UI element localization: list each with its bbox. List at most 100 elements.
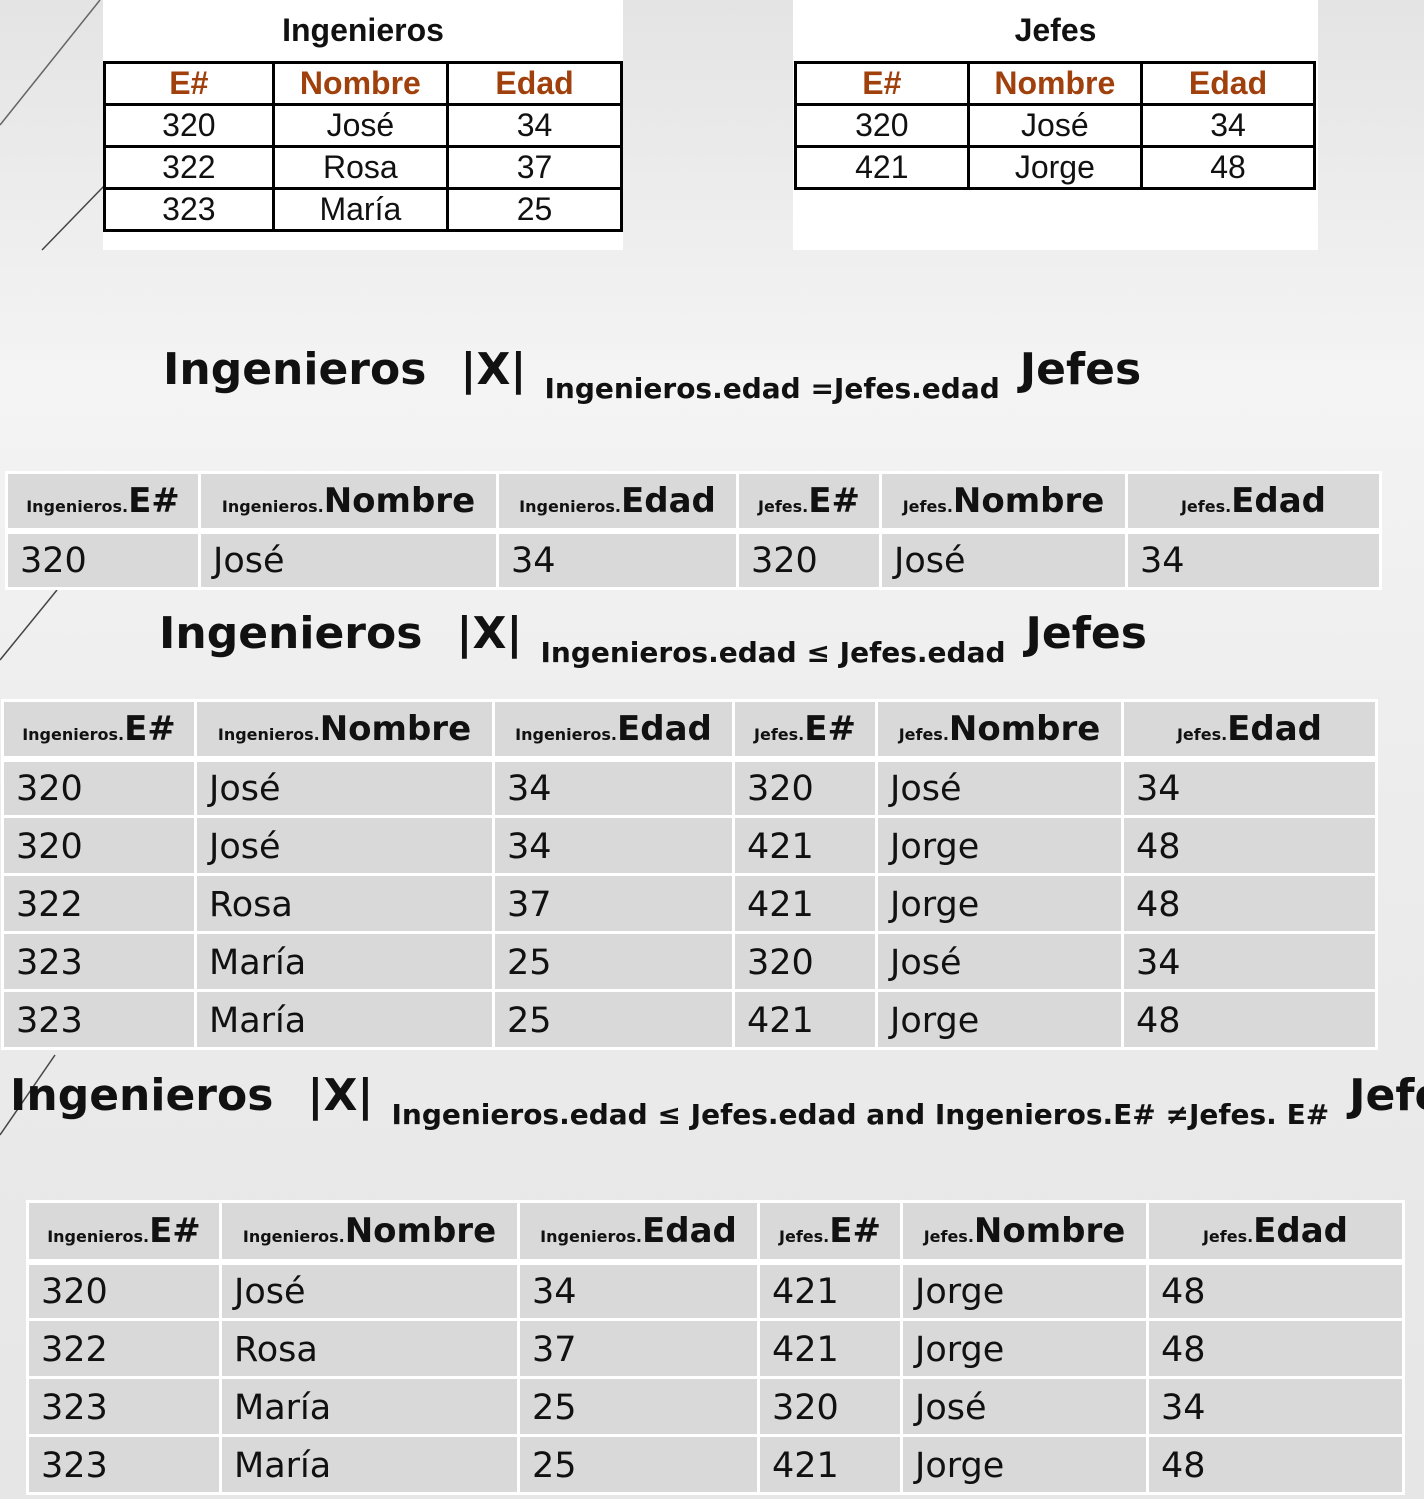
header-cell: Edad xyxy=(1140,61,1316,106)
join-operator: |X| xyxy=(460,344,527,395)
table-cell: 323 xyxy=(26,1376,222,1437)
jefes-panel: Jefes E# Nombre Edad 320 José 34 421 Jor… xyxy=(793,0,1318,250)
table-cell: Rosa xyxy=(271,145,450,190)
join-formula-2: Ingenieros |X| Ingenieros.edad ≤ Jefes.eda… xyxy=(159,608,1147,669)
table-cell: José xyxy=(271,103,450,148)
table-cell: 34 xyxy=(517,1260,760,1321)
table-cell: José xyxy=(875,757,1124,818)
table-cell: 320 xyxy=(1,757,197,818)
table-row: 323 María 25 320 José 34 xyxy=(1,931,1378,992)
table-cell: Jorge xyxy=(900,1260,1149,1321)
table-cell: 421 xyxy=(732,873,878,934)
table-header-row: E# Nombre Edad xyxy=(103,61,623,106)
header-cell: Jefes.Edad xyxy=(1146,1200,1405,1265)
header-cell: Ingenieros.Nombre xyxy=(198,471,499,534)
table-row: 320 José 34 421 Jorge 48 xyxy=(1,815,1378,876)
table-cell: 48 xyxy=(1146,1434,1405,1495)
table-cell: 48 xyxy=(1146,1318,1405,1379)
table-row: 323 María 25 421 Jorge 48 xyxy=(26,1434,1405,1495)
left-relation: Ingenieros xyxy=(163,344,427,395)
table-cell: 34 xyxy=(1140,103,1316,148)
table-cell: Jorge xyxy=(900,1318,1149,1379)
table-cell: María xyxy=(194,931,495,992)
table-cell: 25 xyxy=(446,187,623,232)
header-cell: Jefes.Nombre xyxy=(875,699,1124,762)
table-header-row: Ingenieros.E# Ingenieros.Nombre Ingenier… xyxy=(1,699,1378,762)
table-cell: 323 xyxy=(103,187,275,232)
table-cell: Jorge xyxy=(900,1434,1149,1495)
table-cell: 320 xyxy=(5,529,201,590)
header-cell: Nombre xyxy=(271,61,450,106)
header-cell: Jefes.E# xyxy=(732,699,878,762)
header-cell: Nombre xyxy=(966,61,1144,106)
header-cell: Jefes.Nombre xyxy=(879,471,1128,534)
table-cell: Rosa xyxy=(219,1318,520,1379)
header-cell: Ingenieros.E# xyxy=(5,471,201,534)
table-cell: 320 xyxy=(736,529,882,590)
table-cell: 34 xyxy=(1125,529,1382,590)
table-cell: Jorge xyxy=(875,989,1124,1050)
table-cell: 421 xyxy=(732,989,878,1050)
jefes-title: Jefes xyxy=(1014,12,1097,48)
table-cell: 320 xyxy=(732,757,878,818)
header-cell: Jefes.Nombre xyxy=(900,1200,1149,1265)
table-cell: 34 xyxy=(492,815,735,876)
table-cell: 34 xyxy=(492,757,735,818)
table-cell: Rosa xyxy=(194,873,495,934)
right-relation: Jefes xyxy=(1019,344,1142,395)
table-row: 323 María 25 xyxy=(103,187,623,232)
header-cell: E# xyxy=(794,61,970,106)
table-cell: Jorge xyxy=(875,815,1124,876)
table-cell: 48 xyxy=(1121,815,1378,876)
table-cell: 421 xyxy=(732,815,878,876)
header-cell: Ingenieros.E# xyxy=(1,699,197,762)
table-cell: 323 xyxy=(26,1434,222,1495)
table-cell: María xyxy=(219,1376,520,1437)
table-cell: Jorge xyxy=(875,873,1124,934)
table-cell: 37 xyxy=(492,873,735,934)
table-cell: 37 xyxy=(517,1318,760,1379)
header-cell: Edad xyxy=(446,61,623,106)
header-cell: Ingenieros.Edad xyxy=(492,699,735,762)
ingenieros-panel: Ingenieros E# Nombre Edad 320 José 34 32… xyxy=(103,0,623,250)
table-cell: José xyxy=(900,1376,1149,1437)
table-cell: 34 xyxy=(1121,931,1378,992)
table-row: 320 José 34 xyxy=(794,103,1316,148)
jefes-table: E# Nombre Edad 320 José 34 421 Jorge 48 xyxy=(794,61,1316,190)
table-cell: María xyxy=(219,1434,520,1495)
join-condition: Ingenieros.edad ≤ Jefes.edad and Ingenie… xyxy=(391,1098,1330,1131)
left-relation: Ingenieros xyxy=(10,1070,274,1121)
header-cell: Ingenieros.E# xyxy=(26,1200,222,1265)
table-header-row: E# Nombre Edad xyxy=(794,61,1316,106)
table-row: 320 José 34 421 Jorge 48 xyxy=(26,1260,1405,1321)
table-row: 322 Rosa 37 421 Jorge 48 xyxy=(26,1318,1405,1379)
table-cell: José xyxy=(966,103,1144,148)
table-cell: 323 xyxy=(1,931,197,992)
left-relation: Ingenieros xyxy=(159,608,423,659)
join-formula-3: Ingenieros |X| Ingenieros.edad ≤ Jefes.eda… xyxy=(10,1070,1424,1131)
table-row: 320 José 34 320 José 34 xyxy=(1,757,1378,818)
join-condition: Ingenieros.edad =Jefes.edad xyxy=(544,372,1000,405)
header-cell: Jefes.Edad xyxy=(1121,699,1378,762)
ingenieros-table: E# Nombre Edad 320 José 34 322 Rosa 37 3… xyxy=(103,61,623,232)
join-operator: |X| xyxy=(307,1070,374,1121)
table-cell: 25 xyxy=(492,989,735,1050)
table-row: 320 José 34 320 José 34 xyxy=(5,529,1382,590)
join-result-table-3: Ingenieros.E# Ingenieros.Nombre Ingenier… xyxy=(26,1200,1405,1495)
table-cell: 48 xyxy=(1121,989,1378,1050)
join-condition: Ingenieros.edad ≤ Jefes.edad xyxy=(540,636,1006,669)
table-cell: María xyxy=(271,187,450,232)
ingenieros-title: Ingenieros xyxy=(282,12,444,48)
join-result-table-2: Ingenieros.E# Ingenieros.Nombre Ingenier… xyxy=(1,699,1378,1050)
table-cell: José xyxy=(194,757,495,818)
header-cell: Ingenieros.Nombre xyxy=(194,699,495,762)
table-cell: José xyxy=(875,931,1124,992)
table-cell: 322 xyxy=(1,873,197,934)
table-cell: 421 xyxy=(757,1318,903,1379)
header-cell: Jefes.E# xyxy=(736,471,882,534)
table-cell: José xyxy=(219,1260,520,1321)
table-cell: 25 xyxy=(517,1376,760,1437)
table-cell: 320 xyxy=(26,1260,222,1321)
table-cell: 421 xyxy=(794,145,970,190)
header-cell: Jefes.Edad xyxy=(1125,471,1382,534)
